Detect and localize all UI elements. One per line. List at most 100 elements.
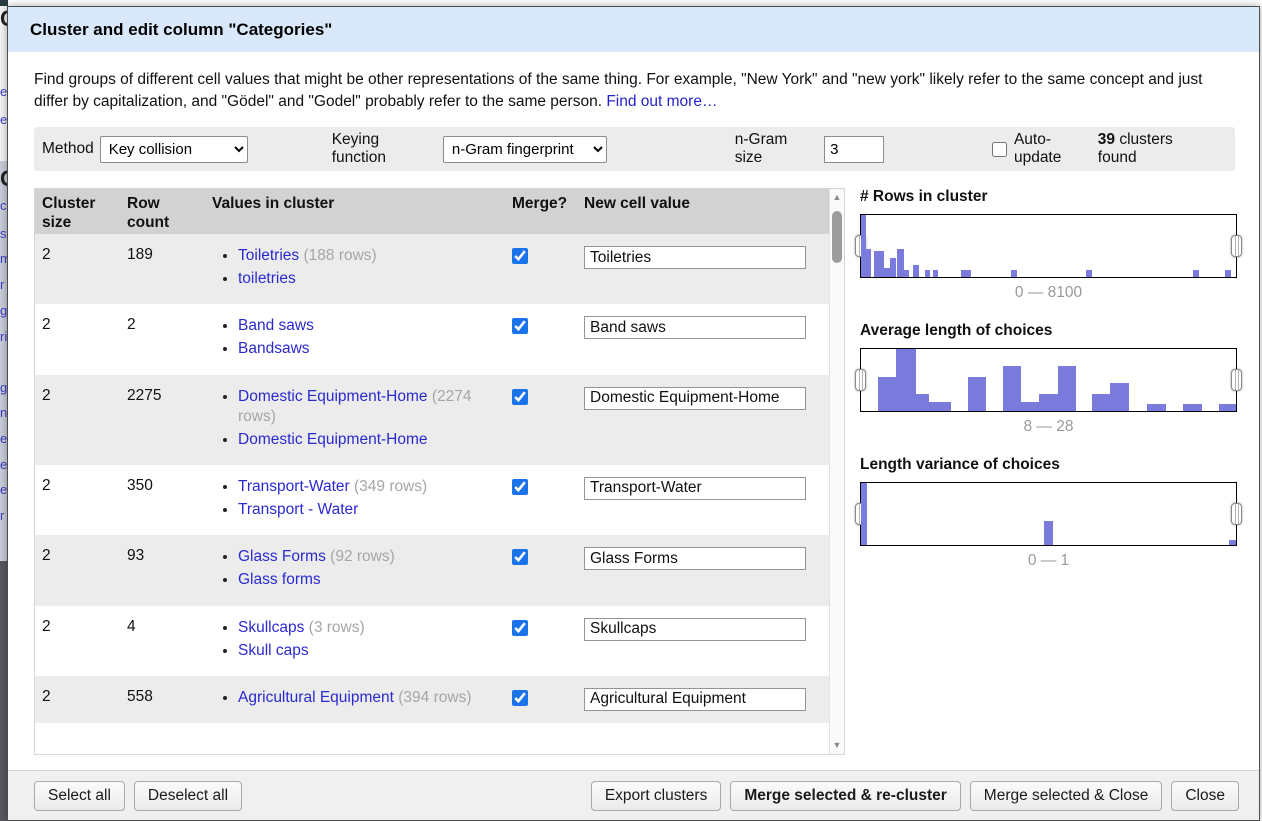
cluster-value-link[interactable]: Agricultural Equipment: [238, 688, 394, 706]
merge-close-button[interactable]: Merge selected & Close: [969, 780, 1163, 811]
new-cell-value-input[interactable]: [584, 386, 806, 410]
cluster-value-link[interactable]: Skullcaps: [238, 618, 305, 636]
cluster-edit-dialog: Cluster and edit column "Categories" Fin…: [7, 6, 1260, 821]
clusters-table: Cluster size Row count Values in cluster…: [34, 188, 845, 755]
scrollbar-thumb[interactable]: [832, 211, 842, 263]
cluster-value-link[interactable]: Band saws: [238, 317, 314, 335]
merge-checkbox[interactable]: [512, 689, 528, 706]
new-cell-value-input[interactable]: [584, 316, 806, 340]
new-cell-value-input[interactable]: [584, 617, 806, 641]
dialog-description: Find groups of different cell values tha…: [34, 71, 1203, 110]
dialog-footer: Select all Deselect all Export clusters …: [8, 770, 1259, 820]
cluster-value-link[interactable]: toiletries: [238, 270, 296, 288]
cluster-row: 2 350 Transport-Water (349 rows) Transpo…: [35, 465, 829, 535]
facet-histogram: [855, 482, 1242, 546]
export-clusters-button[interactable]: Export clusters: [590, 780, 722, 811]
keying-function-label: Keying function: [331, 131, 386, 166]
facet-histogram: [855, 348, 1242, 412]
clusters-found-status: 39 clusters found: [1097, 131, 1173, 166]
col-header-values: Values in cluster: [212, 195, 335, 212]
row-count: 558: [127, 687, 153, 705]
new-cell-value-input[interactable]: [584, 246, 806, 269]
cluster-row: 2 2275 Domestic Equipment-Home (2274 row…: [35, 374, 829, 465]
col-header-new-value: New cell value: [584, 195, 690, 212]
cluster-size: 2: [42, 316, 51, 334]
cluster-value-link[interactable]: Glass Forms: [238, 548, 326, 566]
dialog-header: Cluster and edit column "Categories": [8, 7, 1259, 52]
cluster-value-link[interactable]: Glass forms: [238, 571, 321, 589]
cluster-size: 2: [42, 617, 51, 635]
select-all-button[interactable]: Select all: [34, 780, 125, 811]
new-cell-value-input[interactable]: [584, 687, 806, 711]
cluster-row: 2 558 Agricultural Equipment (394 rows): [35, 675, 829, 723]
facet-average-length: Average length of choices 8 — 28: [855, 322, 1242, 436]
cluster-value-link[interactable]: Skull caps: [238, 641, 309, 659]
cluster-size: 2: [42, 476, 51, 494]
cluster-size: 2: [42, 386, 51, 404]
value-row-count: (3 rows): [308, 618, 365, 636]
background-page-sliver: CeesCchsmrgriagnieseserr: [0, 0, 8, 821]
method-select[interactable]: Key collision: [99, 135, 248, 163]
row-count: 2275: [127, 386, 162, 404]
cluster-value-link[interactable]: Domestic Equipment-Home: [238, 387, 428, 405]
value-row-count: (394 rows): [398, 688, 472, 706]
cluster-value-link[interactable]: Domestic Equipment-Home: [238, 430, 428, 448]
col-header-cluster-size: Cluster size: [42, 195, 96, 232]
value-row-count: (349 rows): [354, 477, 428, 495]
cluster-row: 2 189 Toiletries (188 rows) toiletries: [35, 234, 829, 305]
close-button[interactable]: Close: [1171, 780, 1239, 811]
cluster-value-link[interactable]: Transport - Water: [238, 501, 359, 519]
cluster-row: 2 4 Skullcaps (3 rows) Skull caps: [35, 606, 829, 676]
range-slider-left-handle[interactable]: [855, 369, 866, 391]
new-cell-value-input[interactable]: [584, 476, 806, 500]
cluster-value-link[interactable]: Bandsaws: [238, 340, 310, 358]
cluster-size: 2: [42, 687, 51, 705]
new-cell-value-input[interactable]: [584, 547, 806, 571]
facet-range-caption: 0 — 1: [1027, 552, 1070, 569]
value-row-count: (188 rows): [303, 247, 377, 264]
clustering-controls-bar: Method Key collision Keying function n-G…: [34, 127, 1235, 171]
row-count: 2: [127, 316, 136, 334]
facet-histogram: [855, 214, 1242, 278]
clusters-table-header: Cluster size Row count Values in cluster…: [35, 189, 829, 234]
cluster-value-link[interactable]: Toiletries: [238, 247, 300, 264]
cluster-value-link[interactable]: Transport-Water: [238, 477, 350, 495]
facet-length-variance: Length variance of choices 0 — 1: [855, 456, 1242, 570]
facet-title: Length variance of choices: [860, 456, 1060, 473]
auto-update-checkbox[interactable]: [992, 141, 1007, 157]
deselect-all-button[interactable]: Deselect all: [133, 780, 243, 811]
table-scrollbar[interactable]: ▲ ▼: [829, 189, 844, 754]
method-label: Method: [42, 140, 94, 157]
merge-checkbox[interactable]: [512, 318, 528, 335]
facet-rows-in-cluster: # Rows in cluster 0 — 8100: [855, 188, 1242, 302]
facet-title: # Rows in cluster: [860, 188, 988, 205]
merge-checkbox[interactable]: [512, 478, 528, 495]
value-row-count: (92 rows): [330, 548, 395, 566]
facet-title: Average length of choices: [860, 322, 1053, 339]
scrollbar-down-arrow[interactable]: ▼: [832, 740, 842, 750]
keying-function-select[interactable]: n-Gram fingerprint: [442, 135, 607, 163]
merge-checkbox[interactable]: [512, 248, 528, 264]
dialog-title: Cluster and edit column "Categories": [30, 19, 333, 39]
ngram-size-input[interactable]: [824, 135, 885, 163]
row-count: 4: [127, 617, 136, 635]
scrollbar-up-arrow[interactable]: ▲: [832, 192, 842, 202]
range-slider-right-handle[interactable]: [1231, 369, 1242, 391]
cluster-size: 2: [42, 547, 51, 565]
ngram-size-label: n-Gram size: [734, 131, 788, 166]
cluster-row: 2 93 Glass Forms (92 rows) Glass forms: [35, 535, 829, 606]
value-row-count: (2274 rows): [238, 387, 472, 425]
find-out-more-link[interactable]: Find out more…: [606, 93, 718, 110]
row-count: 350: [127, 476, 153, 494]
row-count: 189: [127, 246, 153, 263]
merge-checkbox[interactable]: [512, 619, 528, 636]
col-header-row-count: Row count: [127, 195, 170, 232]
merge-checkbox[interactable]: [512, 388, 528, 405]
facet-range-caption: 8 — 28: [1023, 418, 1074, 435]
range-slider-right-handle[interactable]: [1231, 235, 1242, 257]
merge-checkbox[interactable]: [512, 549, 528, 566]
merge-recluster-button[interactable]: Merge selected & re-cluster: [730, 780, 961, 811]
range-slider-right-handle[interactable]: [1231, 503, 1242, 525]
facet-panel: # Rows in cluster 0 — 8100 Average lengt…: [855, 188, 1242, 755]
cluster-size: 2: [42, 246, 51, 263]
